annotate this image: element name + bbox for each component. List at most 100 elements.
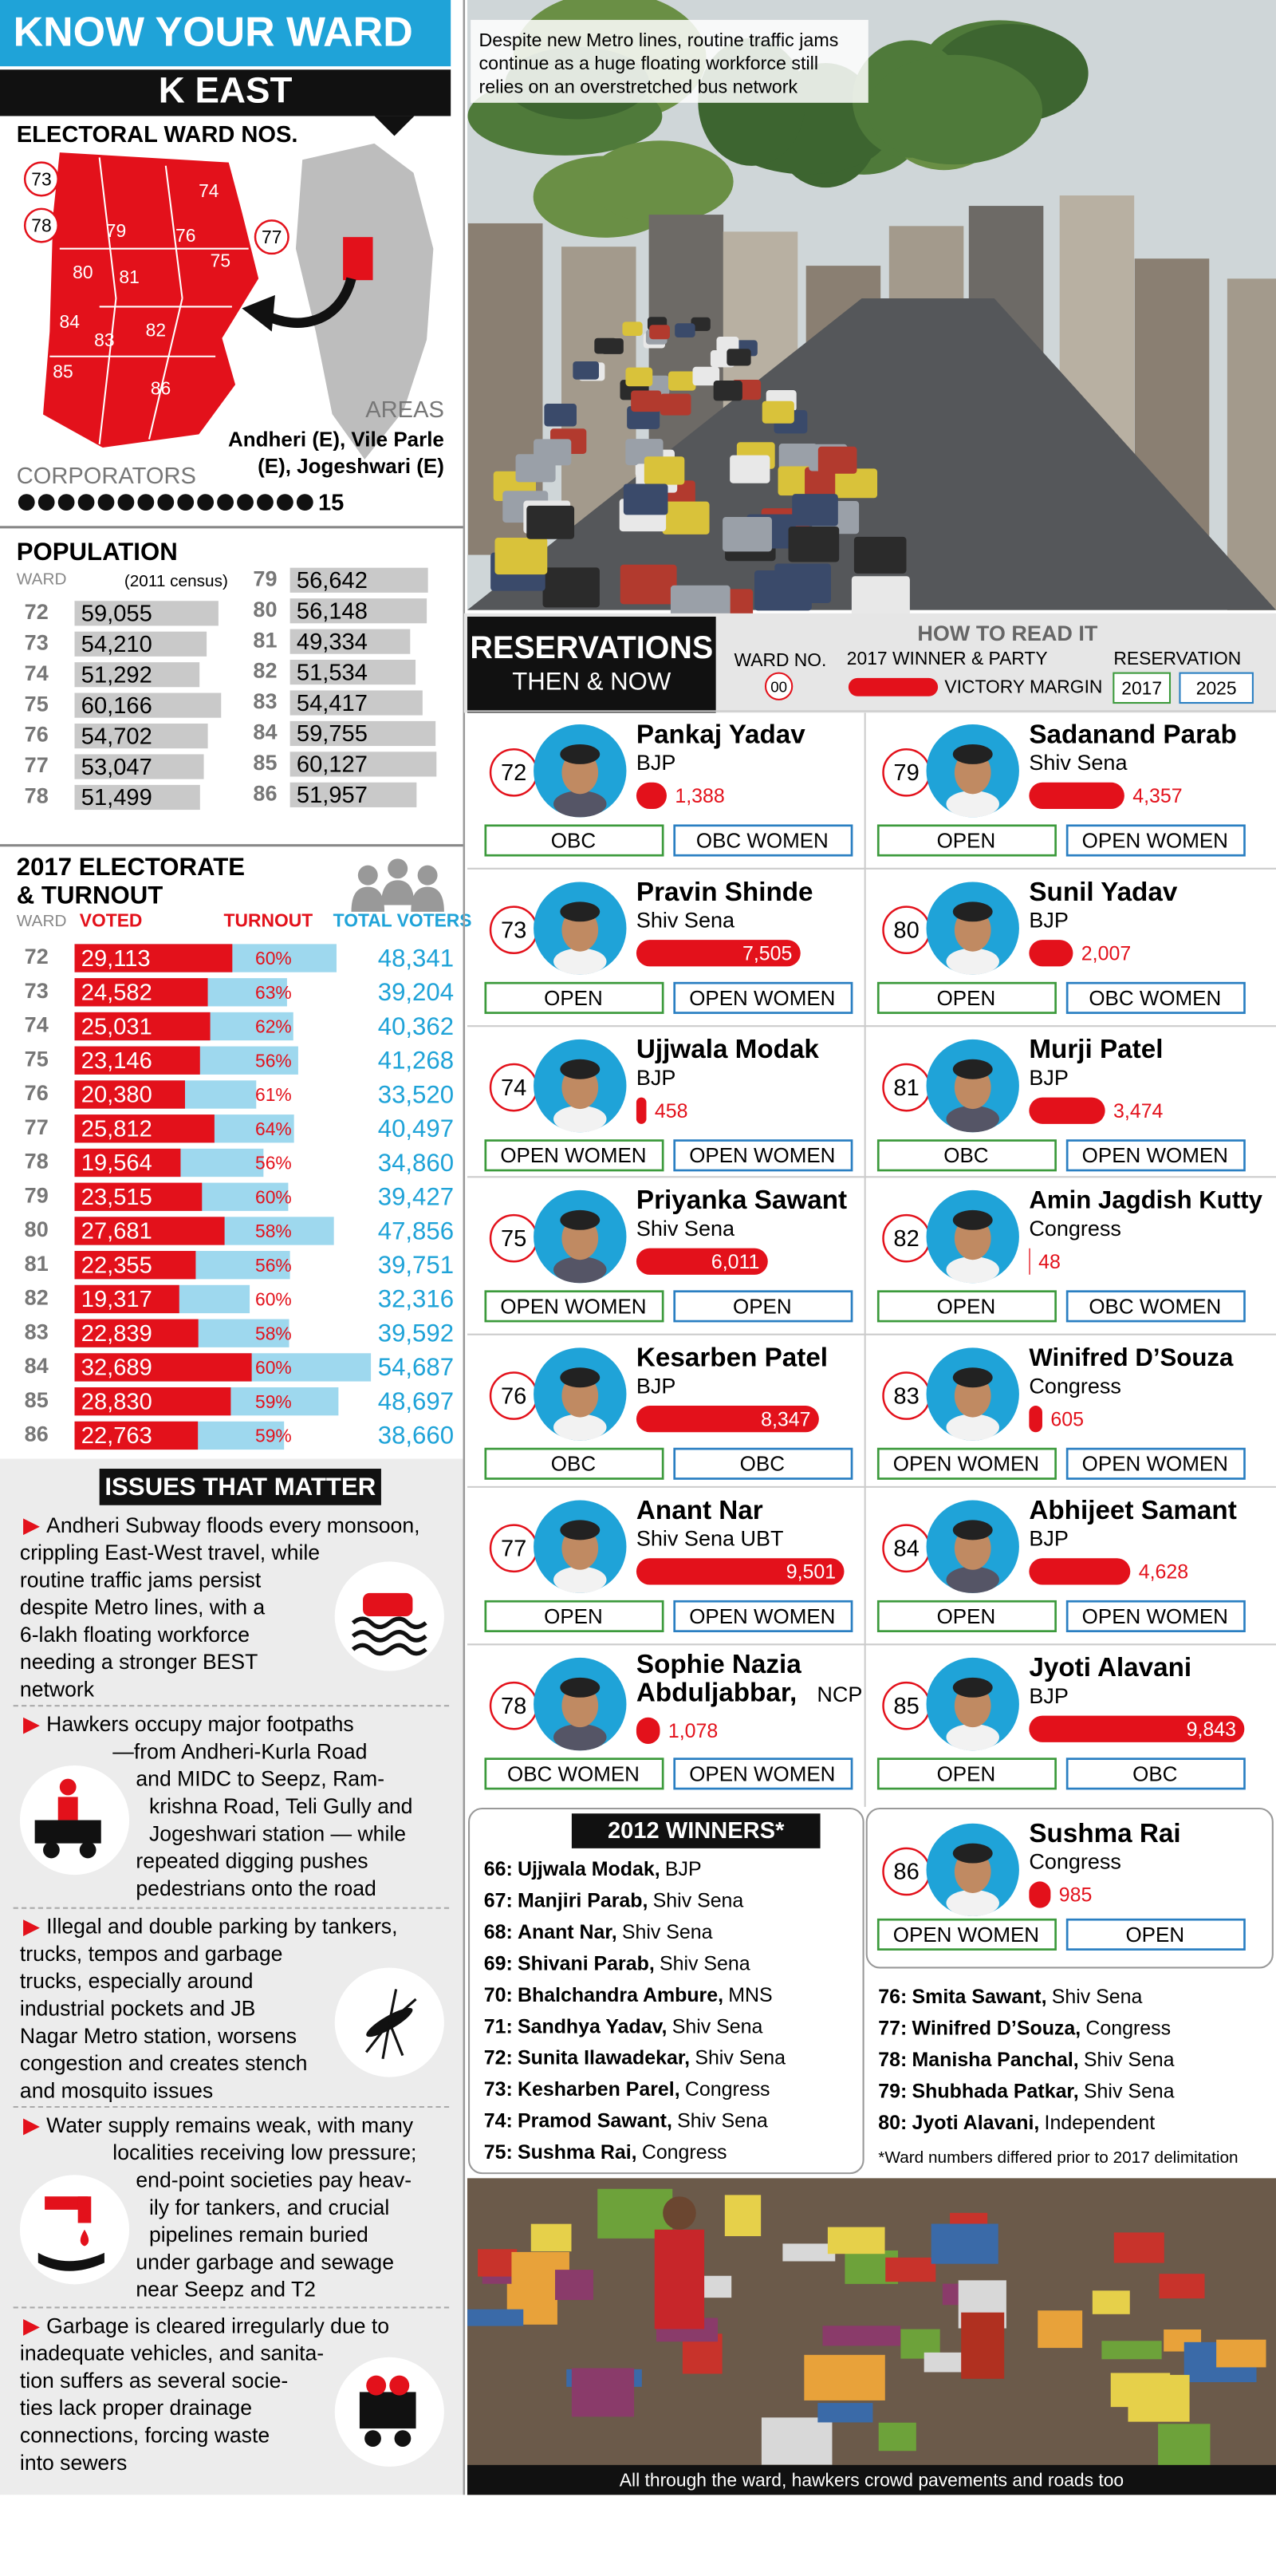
areas-label: AREAS: [365, 397, 444, 423]
issue-text: Water supply remains weak, with many: [46, 2113, 414, 2137]
population-value: 60,127: [297, 752, 368, 778]
winner-party: Shiv Sena: [1084, 2048, 1175, 2070]
reservation-2017: [484, 981, 664, 1014]
icon-body: [57, 1797, 78, 1821]
portrait-hair: [952, 1059, 993, 1079]
corporator-dot: [296, 494, 313, 511]
candidate-name: Amin Jagdish Kutty: [1029, 1186, 1262, 1214]
reservation-label: OPEN WOMEN: [1082, 828, 1228, 852]
ward-number: 84: [60, 311, 81, 332]
voted-value: 23,146: [81, 1048, 152, 1074]
winner-entry: 74: Pramod Sawant, Shiv Sena: [484, 2109, 768, 2132]
total-voters-value: 40,362: [378, 1012, 454, 1040]
bullet: [23, 2318, 40, 2336]
portrait-shirt: [946, 948, 999, 975]
portrait-hair: [952, 1677, 993, 1698]
margin-bar: [1029, 782, 1124, 810]
reservation-2017: [484, 1290, 664, 1323]
margin-value: 9,501: [786, 1561, 836, 1584]
people-icon-head: [417, 865, 438, 886]
photo-produce: [571, 2368, 635, 2417]
issue-text: under garbage and sewage: [136, 2250, 394, 2274]
photo-produce: [555, 2270, 593, 2301]
bullet: [23, 1919, 40, 1936]
portrait-shirt: [946, 1889, 999, 1917]
ward-label: 81: [253, 628, 277, 652]
reservation-label: OPEN: [544, 986, 603, 1010]
candidate-party: Shiv Sena UBT: [636, 1527, 784, 1551]
legend-ward-badge: [764, 672, 794, 700]
icon-tap: [45, 2196, 89, 2210]
margin-bar: [1029, 940, 1073, 967]
population-bar: [74, 631, 207, 657]
reservation-2017: [484, 1757, 664, 1790]
ward-label: 75: [25, 1047, 49, 1071]
voted-bar: [74, 944, 233, 972]
ward-number: 80: [73, 262, 93, 282]
issue-text: Garbage is cleared irregularly due to: [46, 2314, 389, 2337]
reservation-2017: [484, 1447, 664, 1480]
voted-value: 32,689: [81, 1355, 152, 1381]
population-value: 59,055: [81, 602, 152, 627]
issue-text: Illegal and double parking by tankers,: [46, 1915, 397, 1939]
winner-entry: 66: Ujjwala Modak, BJP: [484, 1857, 702, 1880]
total-voters-value: 39,427: [378, 1183, 454, 1211]
winner-name: Sunita Ilawadekar,: [518, 2046, 690, 2069]
portrait-shirt: [946, 1414, 999, 1441]
legend-box-2025: [1179, 672, 1254, 704]
issue-text: —from Andheri-Kurla Road: [112, 1739, 367, 1763]
ward-pointer: [374, 116, 415, 136]
issue-text: krishna Road, Teli Gully and: [149, 1794, 412, 1818]
ward-number: 76: [501, 1383, 526, 1409]
issue-text: end-point societies pay heav-: [136, 2168, 412, 2192]
header-title: KNOW YOUR WARD: [14, 9, 413, 55]
portrait-hair: [952, 1209, 993, 1230]
reservation-2025: [1065, 1600, 1246, 1633]
section-title: ISSUES THAT MATTER: [104, 1473, 376, 1501]
voted-bar: [74, 1353, 252, 1382]
portrait-shirt: [553, 1256, 607, 1284]
winner-entry: 80: Jyoti Alavani, Independent: [878, 2111, 1155, 2133]
ward-number: 77: [501, 1537, 526, 1562]
voted-bar: [74, 1421, 199, 1450]
ward-number: 81: [119, 266, 139, 287]
turnout-value: 56%: [255, 1050, 292, 1071]
section-title: POPULATION: [17, 538, 178, 566]
photo-person: [961, 2312, 1005, 2379]
winner-name: Bhalchandra Ambure,: [518, 1983, 723, 2006]
total-voters-value: 40,497: [378, 1114, 454, 1142]
reservation-2017: [484, 824, 664, 857]
corporators-count: 15: [318, 490, 344, 515]
issue-text: into sewers: [20, 2451, 127, 2475]
candidate-party: Shiv Sena: [636, 1217, 735, 1241]
ward-number: 82: [146, 320, 166, 341]
winner-name: Sandhya Yadav,: [518, 2015, 667, 2038]
photo-vehicle: [774, 563, 831, 603]
reservation-2025: [1065, 1139, 1246, 1172]
ward-label: 74: [25, 1013, 49, 1037]
issue-text: crippling East-West travel, while: [20, 1540, 320, 1564]
reservation-2017: [876, 1918, 1057, 1951]
candidate-party: BJP: [636, 751, 676, 775]
total-voters-value: 33,520: [378, 1080, 454, 1108]
ward-badge: [23, 161, 59, 197]
ward-label: 79: [25, 1183, 49, 1207]
corporator-dot: [277, 494, 293, 511]
winner-ward: 66:: [484, 1857, 513, 1880]
winner-entry: 72: Sunita Ilawadekar, Shiv Sena: [484, 2046, 786, 2069]
people-icon-head: [357, 865, 378, 886]
total-voters-value: 54,687: [378, 1353, 454, 1381]
bullet: [23, 1518, 40, 1536]
issue-text: pedestrians onto the road: [136, 1876, 376, 1900]
turnout-value: 58%: [255, 1323, 292, 1343]
margin-bar: [636, 1717, 660, 1744]
ward-number: 83: [94, 329, 114, 350]
winner-ward: 68:: [484, 1920, 513, 1943]
ward-number: 83: [893, 1383, 919, 1409]
winner-name: Smita Sawant,: [912, 1985, 1047, 2007]
population-bar: [74, 601, 219, 626]
winner-ward: 78:: [878, 2048, 907, 2070]
voted-bar: [74, 1182, 203, 1211]
photo-vehicle: [853, 536, 907, 574]
